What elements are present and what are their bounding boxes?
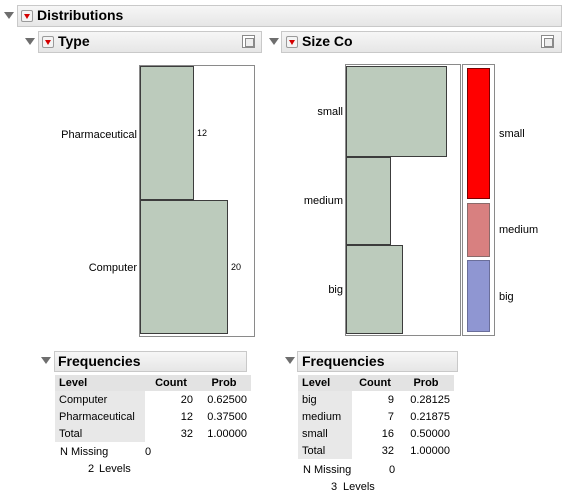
distributions-title: Distributions [37, 7, 124, 23]
freq-size-level-cell: Total [298, 442, 352, 459]
size-label-big: big [328, 284, 343, 296]
type-title: Type [58, 33, 90, 49]
type-disclosure-icon[interactable] [25, 38, 35, 45]
freq-type-levels-label: Levels [99, 463, 131, 475]
freq-size-n-missing-label: N Missing [303, 464, 352, 476]
mosaic-segment-big [467, 260, 490, 332]
freq-size-prob-cell: 1.00000 [410, 444, 450, 457]
freq-type-prob-cell: 0.62500 [207, 393, 247, 406]
type-outline-bar [38, 31, 262, 53]
type-label-computer: Computer [88, 262, 137, 274]
freq-size-table: Level Count Prob big 9 0.28125 medium 7 … [298, 375, 454, 459]
freq-size-prob-cell: 0.50000 [410, 427, 450, 440]
freq-size-header-prob: Prob [398, 375, 454, 391]
size-bar-small [346, 66, 447, 157]
mosaic-segment-medium [467, 203, 490, 257]
freq-size-level-cell: medium [298, 408, 352, 425]
freq-type-header-prob: Prob [197, 375, 251, 391]
freq-type-level-cell: Pharmaceutical [55, 408, 145, 425]
size-panel-options-icon[interactable] [541, 35, 554, 48]
mosaic-label-medium: medium [499, 224, 539, 236]
freq-type-header-row: Level Count Prob [55, 375, 251, 391]
distributions-disclosure-icon[interactable] [4, 12, 14, 19]
type-count-computer: 20 [231, 262, 242, 272]
freq-type-header-level: Level [55, 375, 145, 391]
freq-size-outline-bar [297, 351, 458, 372]
table-row: Total 32 1.00000 [55, 425, 251, 442]
freq-size-count-cell: 9 [387, 393, 394, 406]
size-disclosure-icon[interactable] [269, 38, 279, 45]
freq-size-prob-cell: 0.21875 [410, 410, 450, 423]
distributions-menu-button[interactable] [21, 10, 33, 22]
size-bar-medium [346, 157, 391, 245]
freq-type-count-cell: 12 [180, 410, 193, 423]
size-label-small: small [317, 106, 343, 118]
type-label-pharmaceutical: Pharmaceutical [61, 129, 137, 141]
size-label-medium: medium [303, 195, 343, 207]
freq-size-count-cell: 16 [381, 427, 394, 440]
freq-size-disclosure-icon[interactable] [285, 357, 295, 364]
freq-size-count-cell: 7 [387, 410, 394, 423]
freq-size-n-missing-value: 0 [389, 464, 396, 476]
mosaic-label-big: big [499, 291, 514, 303]
type-menu-button[interactable] [42, 36, 54, 48]
freq-size-header-count: Count [352, 375, 398, 391]
table-row: Pharmaceutical 12 0.37500 [55, 408, 251, 425]
type-panel-options-icon[interactable] [242, 35, 255, 48]
freq-type-level-cell: Total [55, 425, 145, 442]
freq-size-title: Frequencies [302, 353, 385, 369]
type-bar-pharmaceutical [140, 66, 194, 200]
table-row: medium 7 0.21875 [298, 408, 454, 425]
freq-size-header-row: Level Count Prob [298, 375, 454, 391]
freq-type-title: Frequencies [58, 353, 141, 369]
table-row: Computer 20 0.62500 [55, 391, 251, 408]
type-bar-computer [140, 200, 228, 334]
size-outline-bar [281, 31, 562, 53]
freq-size-header-level: Level [298, 375, 352, 391]
freq-type-header-count: Count [145, 375, 197, 391]
freq-type-levels-count: 2 [88, 463, 95, 475]
freq-type-count-cell: 20 [180, 393, 193, 406]
freq-type-count-cell: 32 [180, 427, 193, 440]
freq-type-level-cell: Computer [55, 391, 145, 408]
table-row: small 16 0.50000 [298, 425, 454, 442]
freq-size-levels-label: Levels [343, 481, 375, 493]
mosaic-label-small: small [499, 128, 525, 140]
freq-type-disclosure-icon[interactable] [41, 357, 51, 364]
freq-size-level-cell: small [298, 425, 352, 442]
type-count-pharmaceutical: 12 [197, 128, 208, 138]
freq-type-prob-cell: 0.37500 [207, 410, 247, 423]
table-row: big 9 0.28125 [298, 391, 454, 408]
freq-type-n-missing-label: N Missing [60, 446, 109, 458]
freq-size-levels-count: 3 [331, 481, 338, 493]
table-row: Total 32 1.00000 [298, 442, 454, 459]
size-bar-big [346, 245, 403, 334]
freq-type-table: Level Count Prob Computer 20 0.62500 Pha… [55, 375, 251, 442]
size-menu-button[interactable] [286, 36, 298, 48]
freq-type-outline-bar [54, 351, 247, 372]
freq-size-prob-cell: 0.28125 [410, 393, 450, 406]
distributions-outline-bar [17, 5, 562, 27]
size-title: Size Co [302, 33, 353, 49]
freq-size-level-cell: big [298, 391, 352, 408]
freq-size-count-cell: 32 [381, 444, 394, 457]
freq-type-prob-cell: 1.00000 [207, 427, 247, 440]
freq-type-n-missing-value: 0 [145, 446, 152, 458]
mosaic-segment-small [467, 68, 490, 199]
